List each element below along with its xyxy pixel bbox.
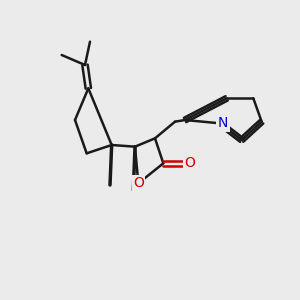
Text: O: O: [184, 156, 195, 170]
Text: N: N: [218, 116, 228, 130]
Text: O: O: [133, 176, 144, 190]
